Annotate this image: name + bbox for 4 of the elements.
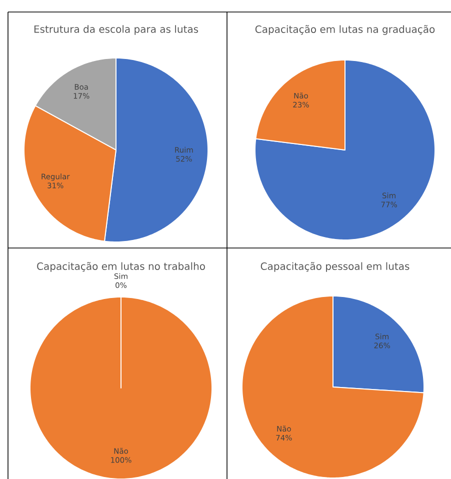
chart-title: Capacitação em lutas no trabalho [37, 262, 205, 272]
chart-title: Capacitação pessoal em lutas [260, 262, 410, 272]
chart-title: Estrutura da escola para as lutas [34, 25, 198, 35]
chart-title: Capacitação em lutas na graduação [255, 25, 435, 35]
